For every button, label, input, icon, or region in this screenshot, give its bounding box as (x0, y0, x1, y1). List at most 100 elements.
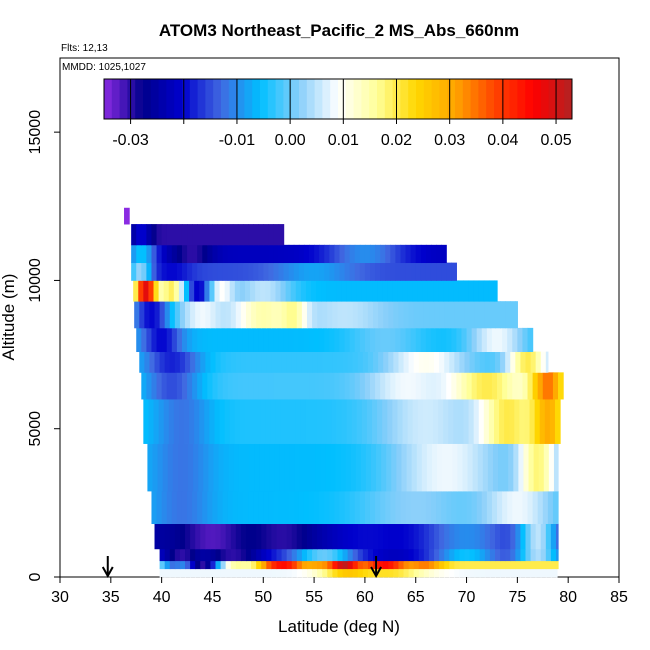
heatmap-cell (240, 568, 247, 578)
heatmap-cell (143, 280, 150, 302)
heatmap-cell (385, 490, 391, 525)
heatmap-cell (261, 560, 267, 570)
heatmap-cell (545, 568, 552, 578)
colorbar-segment (221, 79, 230, 119)
heatmap-cell (515, 523, 522, 550)
heatmap-cell (474, 351, 481, 373)
heatmap-cell (312, 548, 318, 562)
heatmap-cell (251, 523, 257, 550)
heatmap-cell (520, 351, 527, 373)
colorbar-segment (314, 79, 323, 119)
heatmap-cell (232, 372, 239, 400)
heatmap-cell (157, 443, 164, 492)
heatmap-cell (202, 262, 208, 281)
heatmap-cell (491, 327, 498, 353)
heatmap-cell (256, 560, 262, 570)
heatmap-cell (425, 372, 432, 400)
heatmap-cell (552, 490, 559, 525)
heatmap-cell (268, 224, 275, 246)
heatmap-cell (256, 301, 262, 329)
heatmap-cell (451, 327, 457, 353)
heatmap-cell (459, 523, 466, 550)
heatmap-cell (515, 560, 522, 570)
heatmap-cell (171, 327, 178, 353)
heatmap-cell (329, 244, 336, 264)
heatmap-cell (317, 351, 323, 373)
heatmap-cell (212, 490, 219, 525)
heatmap-cell (217, 244, 224, 264)
heatmap-cell (422, 399, 429, 444)
heatmap-cell (306, 523, 313, 550)
heatmap-cell (324, 372, 330, 400)
heatmap-cell (168, 280, 175, 302)
heatmap-cell (159, 568, 166, 578)
heatmap-cell (181, 490, 188, 525)
heatmap-cell (352, 560, 359, 570)
heatmap-cell (244, 280, 251, 302)
heatmap-cell (190, 568, 196, 578)
heatmap-cell (167, 443, 174, 492)
heatmap-cell (464, 560, 471, 570)
heatmap-cell (510, 301, 516, 329)
heatmap-cell (390, 262, 396, 281)
colorbar-segment (322, 79, 331, 119)
heatmap-cell (187, 262, 193, 281)
heatmap-cell (322, 301, 328, 329)
heatmap-cell (222, 327, 229, 353)
heatmap-cell (346, 399, 353, 444)
heatmap-cell (378, 560, 384, 570)
heatmap-cell (319, 244, 325, 264)
heatmap-cell (476, 327, 483, 353)
heatmap-cell (364, 490, 371, 525)
heatmap-cell (230, 548, 237, 562)
heatmap-cell (381, 443, 387, 492)
heatmap-cell (256, 523, 262, 550)
heatmap-cell (291, 560, 298, 570)
heatmap-cell (456, 372, 463, 400)
colorbar-tick-label: 0.04 (487, 132, 518, 149)
heatmap-cell (283, 490, 290, 525)
heatmap-cell (362, 351, 369, 373)
heatmap-cell (509, 399, 515, 444)
heatmap-cell (171, 490, 178, 525)
heatmap-cell (209, 280, 216, 302)
heatmap-cell (166, 327, 173, 353)
colorbar-segment (158, 79, 167, 119)
heatmap-cell (158, 280, 165, 302)
heatmap-cell (361, 399, 368, 444)
heatmap-cell (136, 262, 142, 281)
heatmap-cell (214, 280, 221, 302)
heatmap-cell (141, 224, 147, 246)
heatmap-cell (268, 244, 275, 264)
heatmap-cell (493, 399, 500, 444)
heatmap-cell (415, 327, 422, 353)
heatmap-cell (369, 262, 376, 281)
heatmap-cell (362, 548, 369, 562)
heatmap-cell (459, 568, 466, 578)
heatmap-cell (535, 568, 542, 578)
heatmap-cell (284, 443, 291, 492)
heatmap-cell (439, 568, 445, 578)
heatmap-cell (396, 443, 403, 492)
heatmap-cell (418, 301, 425, 329)
heatmap-cell (224, 280, 231, 302)
heatmap-cell (405, 327, 412, 353)
heatmap-cell (476, 372, 483, 400)
heatmap-cell (278, 327, 285, 353)
heatmap-cell (464, 351, 471, 373)
heatmap-cell (153, 280, 160, 302)
heatmap-cell (545, 548, 552, 562)
heatmap-cell (242, 244, 249, 264)
heatmap-cell (276, 560, 283, 570)
heatmap-cell (174, 548, 181, 562)
heatmap-cell (285, 399, 292, 444)
heatmap-cell (360, 443, 367, 492)
heatmap-cell (298, 490, 305, 525)
heatmap-cell (410, 244, 417, 264)
heatmap-cell (441, 490, 447, 525)
colorbar-segment (353, 79, 362, 119)
heatmap-cell (443, 280, 449, 302)
heatmap-cell (273, 262, 280, 281)
heatmap-cell (535, 523, 542, 550)
heatmap-cell (280, 280, 287, 302)
